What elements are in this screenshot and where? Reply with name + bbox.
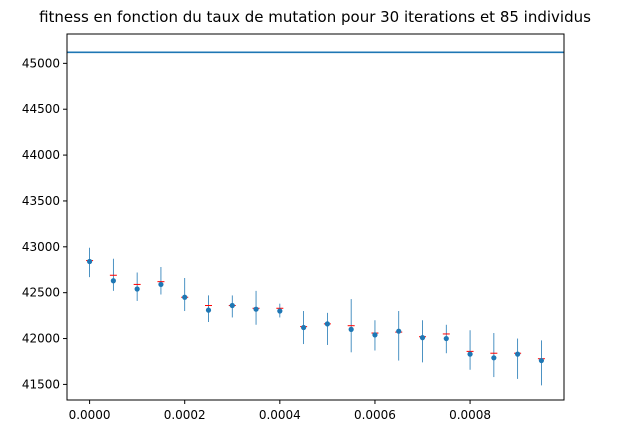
- y-tick-label: 42000: [22, 332, 60, 346]
- data-point: [205, 307, 212, 313]
- data-point: [372, 332, 378, 338]
- y-tick-label: 41500: [22, 377, 60, 391]
- data-point: [134, 286, 140, 292]
- data-point: [396, 328, 402, 334]
- y-tick-label: 42500: [22, 286, 60, 300]
- data-point: [443, 335, 449, 342]
- y-tick-label: 43000: [22, 240, 60, 254]
- axes: 41500 42000 42500 43000 43500 44000 44500 45000…: [22, 33, 565, 422]
- data-point: [348, 326, 354, 332]
- data-point: [158, 281, 164, 288]
- data-point: [467, 351, 473, 357]
- data-point: [182, 294, 188, 300]
- x-tick-label: 0.0008: [449, 408, 491, 422]
- data-point: [324, 321, 330, 327]
- data-point: [301, 324, 307, 331]
- data-point: [253, 306, 259, 312]
- y-tick-label: 44000: [22, 148, 60, 162]
- data-point: [538, 357, 545, 364]
- y-tick-label: 43500: [22, 194, 60, 208]
- data-point: [491, 355, 497, 361]
- data-point: [277, 308, 283, 314]
- x-tick-label: 0.0002: [164, 408, 206, 422]
- chart-title: fitness en fonction du taux de mutation …: [39, 8, 591, 26]
- x-tick-label: 0.0000: [69, 408, 111, 422]
- plot-area: [67, 51, 564, 386]
- data-point: [110, 278, 116, 284]
- plot-frame: [66, 33, 565, 401]
- y-tick-label: 45000: [22, 56, 60, 70]
- data-point: [86, 258, 93, 265]
- x-tick-label: 0.0006: [354, 408, 396, 422]
- y-tick-label: 44500: [22, 102, 60, 116]
- data-point: [229, 302, 235, 309]
- data-point: [515, 351, 521, 357]
- x-tick-label: 0.0004: [259, 408, 301, 422]
- data-point: [419, 335, 426, 341]
